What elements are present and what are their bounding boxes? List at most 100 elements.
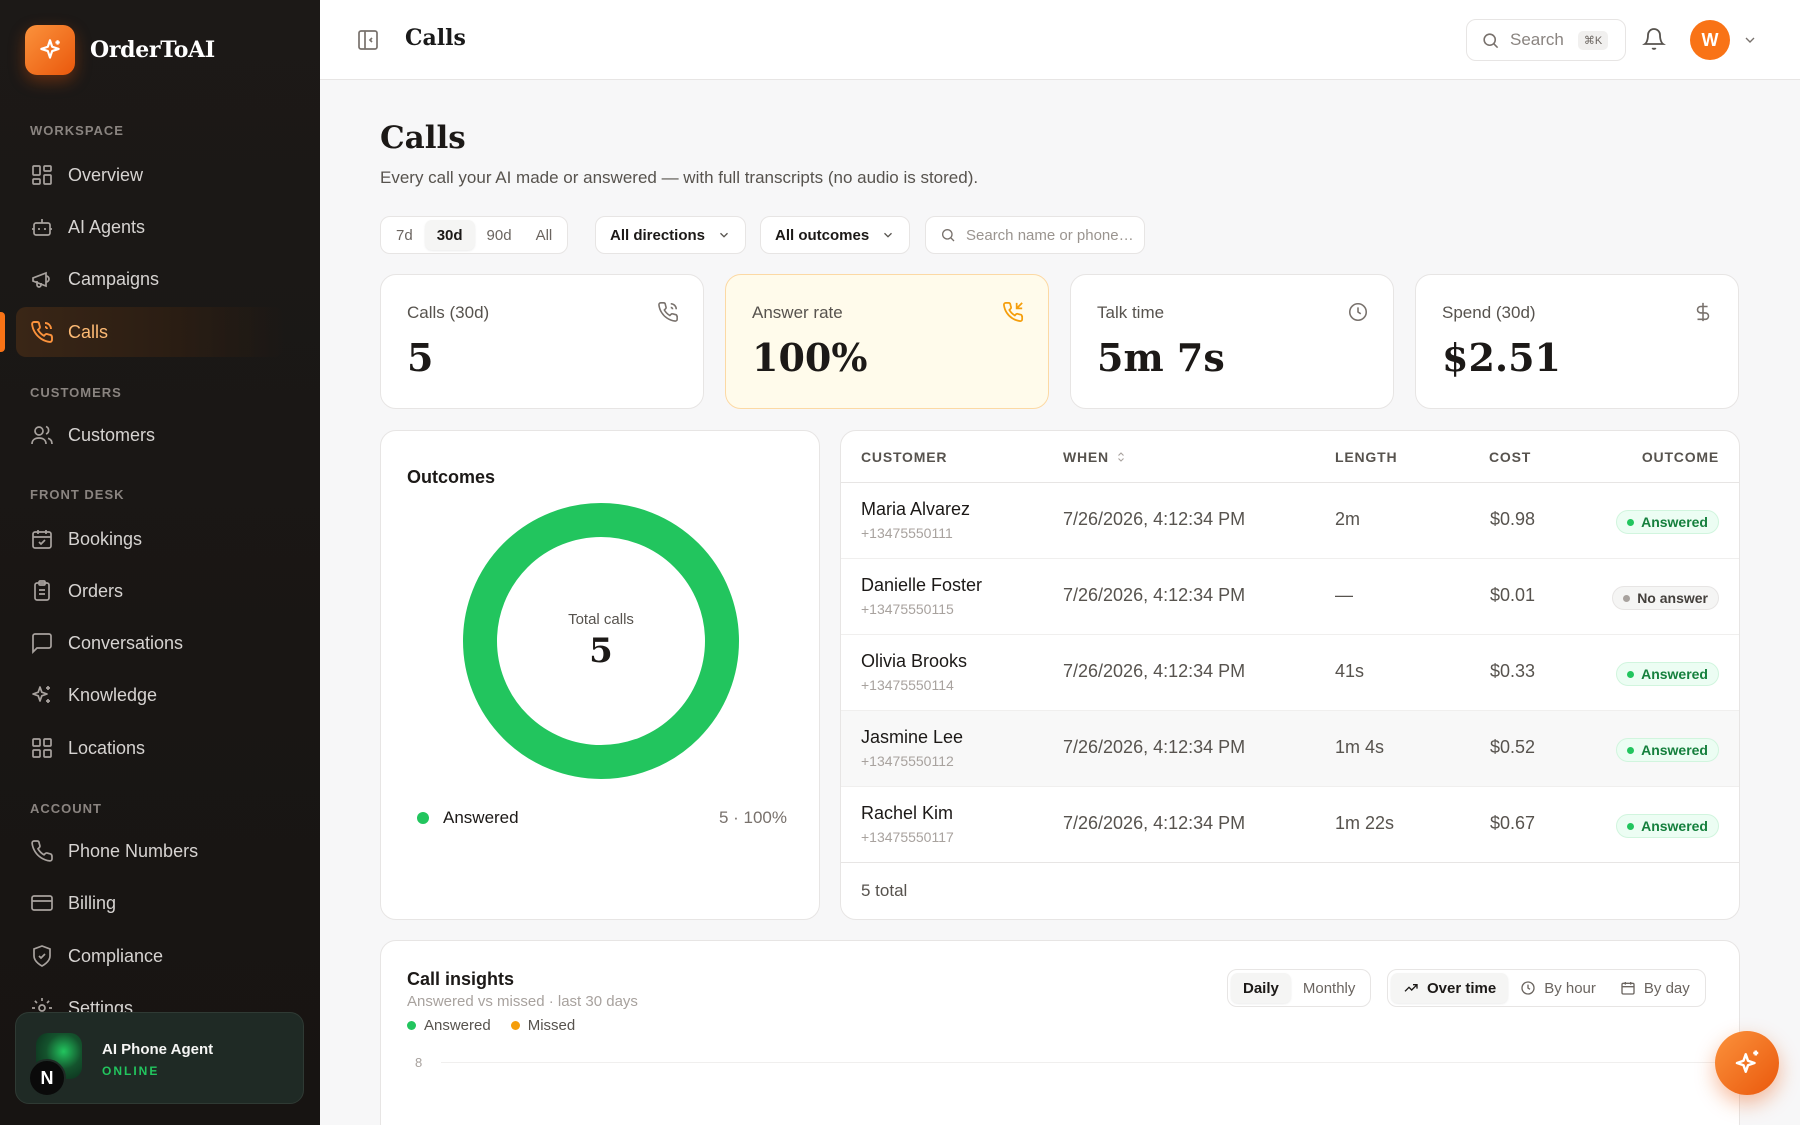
grid-icon <box>32 165 52 185</box>
sidebar-item-label: Campaigns <box>68 268 160 289</box>
outcome-filter-label: All outcomes <box>775 226 870 244</box>
range-option-all[interactable]: All <box>535 226 553 244</box>
sidebar-item-bookings[interactable]: Bookings <box>16 514 284 564</box>
outcome-label: Answered <box>1641 514 1708 530</box>
table-row[interactable]: Maria Alvarez +13475550111 7/26/2026, 4:… <box>841 483 1739 559</box>
insights-subtitle: Answered vs missed · last 30 days <box>407 993 638 1010</box>
outcome-badge: Answered <box>1616 510 1719 534</box>
stat-value: $2.51 <box>1442 335 1561 380</box>
dollar-icon <box>1692 301 1714 328</box>
stat-label: Spend (30d) <box>1442 303 1536 322</box>
sidebar-item-label: AI Agents <box>68 216 146 237</box>
sparkle-icon <box>1735 1050 1759 1073</box>
sidebar-item-knowledge[interactable]: Knowledge <box>16 670 284 720</box>
outcome-filter[interactable]: All outcomes <box>760 216 911 254</box>
sidebar-item-label: Compliance <box>68 945 164 966</box>
legend-label: Missed <box>527 1017 576 1034</box>
view-option-over-time[interactable]: Over time <box>1391 973 1509 1003</box>
column-header-when[interactable]: WHEN <box>1063 449 1127 465</box>
view-option-by-hour[interactable]: By hour <box>1508 973 1608 1003</box>
range-option-90d[interactable]: 90d <box>486 226 512 244</box>
customer-phone: +13475550111 <box>861 525 953 541</box>
sidebar-item-label: Overview <box>68 164 144 185</box>
donut-center-label: Total calls <box>568 611 634 628</box>
ai-agent-status-card[interactable]: N AI Phone Agent ONLINE <box>15 1012 304 1104</box>
sidebar-item-calls[interactable]: Calls <box>16 307 284 357</box>
table-row[interactable]: Jasmine Lee +13475550112 7/26/2026, 4:12… <box>841 711 1739 787</box>
legend-label: Answered <box>443 808 519 827</box>
sparkles-icon <box>32 686 50 703</box>
assistant-sparkle-button[interactable] <box>1715 1031 1779 1095</box>
view-option-label: Over time <box>1427 979 1497 997</box>
call-time: 7/26/2026, 4:12:34 PM <box>1063 737 1246 757</box>
period-toggle: Daily Monthly <box>1227 969 1372 1007</box>
sidebar-item-phone-numbers[interactable]: Phone Numbers <box>16 826 284 876</box>
call-time: 7/26/2026, 4:12:34 PM <box>1063 813 1246 833</box>
section-label-workspace: WORKSPACE <box>30 123 124 138</box>
customer-name: Olivia Brooks <box>861 651 968 671</box>
sidebar-item-overview[interactable]: Overview <box>16 150 284 200</box>
call-length: 41s <box>1335 661 1365 681</box>
customer-name: Maria Alvarez <box>861 499 971 519</box>
legend-label: Answered <box>424 1017 491 1034</box>
call-time: 7/26/2026, 4:12:34 PM <box>1063 661 1246 681</box>
stat-card-answer-rate: Answer rate 100% <box>725 274 1049 409</box>
column-header-cost: COST <box>1489 449 1532 465</box>
sidebar-item-label: Billing <box>68 892 117 913</box>
chevron-down-icon[interactable] <box>1742 32 1758 53</box>
shortcut-badge: ⌘K <box>1577 30 1609 50</box>
topbar: Calls Search ⌘K W <box>320 0 1800 80</box>
sidebar-item-label: Conversations <box>68 632 184 653</box>
sidebar-item-label: Bookings <box>68 528 143 549</box>
credit-card-icon <box>31 895 53 911</box>
section-label-front-desk: FRONT DESK <box>30 487 125 502</box>
legend-item-missed: Missed <box>510 1017 576 1034</box>
calls-table: CUSTOMER WHEN LENGTH COST OUTCOME Maria … <box>840 430 1740 920</box>
calls-search-input[interactable]: Search name or phone… <box>925 216 1145 254</box>
table-row[interactable]: Danielle Foster +13475550115 7/26/2026, … <box>841 559 1739 635</box>
sidebar-item-campaigns[interactable]: Campaigns <box>16 254 284 304</box>
section-label-account: ACCOUNT <box>30 801 102 816</box>
chevron-down-icon <box>884 232 893 238</box>
sidebar-item-compliance[interactable]: Compliance <box>16 931 284 981</box>
sidebar-item-ai-agents[interactable]: AI Agents <box>16 202 284 252</box>
call-cost: $0.98 <box>1489 509 1535 529</box>
period-option-daily[interactable]: Daily <box>1231 973 1291 1003</box>
outcomes-legend-item: Answered 5 · 100% <box>417 808 787 828</box>
outcomes-donut: Total calls 5 <box>461 501 741 781</box>
phone-icon <box>657 301 679 328</box>
bell-icon[interactable] <box>1642 27 1666 56</box>
sidebar-item-billing[interactable]: Billing <box>16 878 284 928</box>
user-avatar[interactable]: W <box>1690 20 1730 60</box>
phone-icon <box>31 321 53 343</box>
call-length: 2m <box>1335 509 1361 529</box>
customer-name: Jasmine Lee <box>861 727 964 747</box>
donut-center-value: 5 <box>589 631 613 671</box>
sidebar-item-orders[interactable]: Orders <box>16 566 284 616</box>
brand[interactable]: OrderToAI <box>25 25 215 75</box>
legend-value: 5 · 100% <box>718 808 787 827</box>
table-row[interactable]: Rachel Kim +13475550117 7/26/2026, 4:12:… <box>841 787 1739 863</box>
sidebar-item-customers[interactable]: Customers <box>16 410 284 460</box>
call-time: 7/26/2026, 4:12:34 PM <box>1063 585 1246 605</box>
sidebar-toggle-icon[interactable] <box>356 28 380 57</box>
page-title: Calls <box>380 120 466 156</box>
sidebar-item-label: Locations <box>68 737 146 758</box>
sidebar-item-locations[interactable]: Locations <box>16 723 284 773</box>
direction-filter[interactable]: All directions <box>595 216 747 254</box>
megaphone-icon <box>32 271 50 288</box>
clock-icon <box>1521 981 1535 995</box>
table-row[interactable]: Olivia Brooks +13475550114 7/26/2026, 4:… <box>841 635 1739 711</box>
outcome-label: Answered <box>1641 818 1708 834</box>
period-option-monthly[interactable]: Monthly <box>1302 979 1356 997</box>
global-search[interactable]: Search ⌘K <box>1466 19 1626 61</box>
range-option-7d[interactable]: 7d <box>396 226 413 244</box>
page-subtitle: Every call your AI made or answered — wi… <box>380 168 979 187</box>
view-option-by-day[interactable]: By day <box>1608 973 1702 1003</box>
sidebar-item-conversations[interactable]: Conversations <box>16 618 284 668</box>
outcomes-title: Outcomes <box>407 467 496 487</box>
sidebar-item-label: Calls <box>68 321 109 342</box>
sidebar: OrderToAI WORKSPACE Overview AI Agents C… <box>0 0 320 1125</box>
range-option-30d[interactable]: 30d <box>424 220 475 250</box>
users-icon <box>31 425 53 445</box>
